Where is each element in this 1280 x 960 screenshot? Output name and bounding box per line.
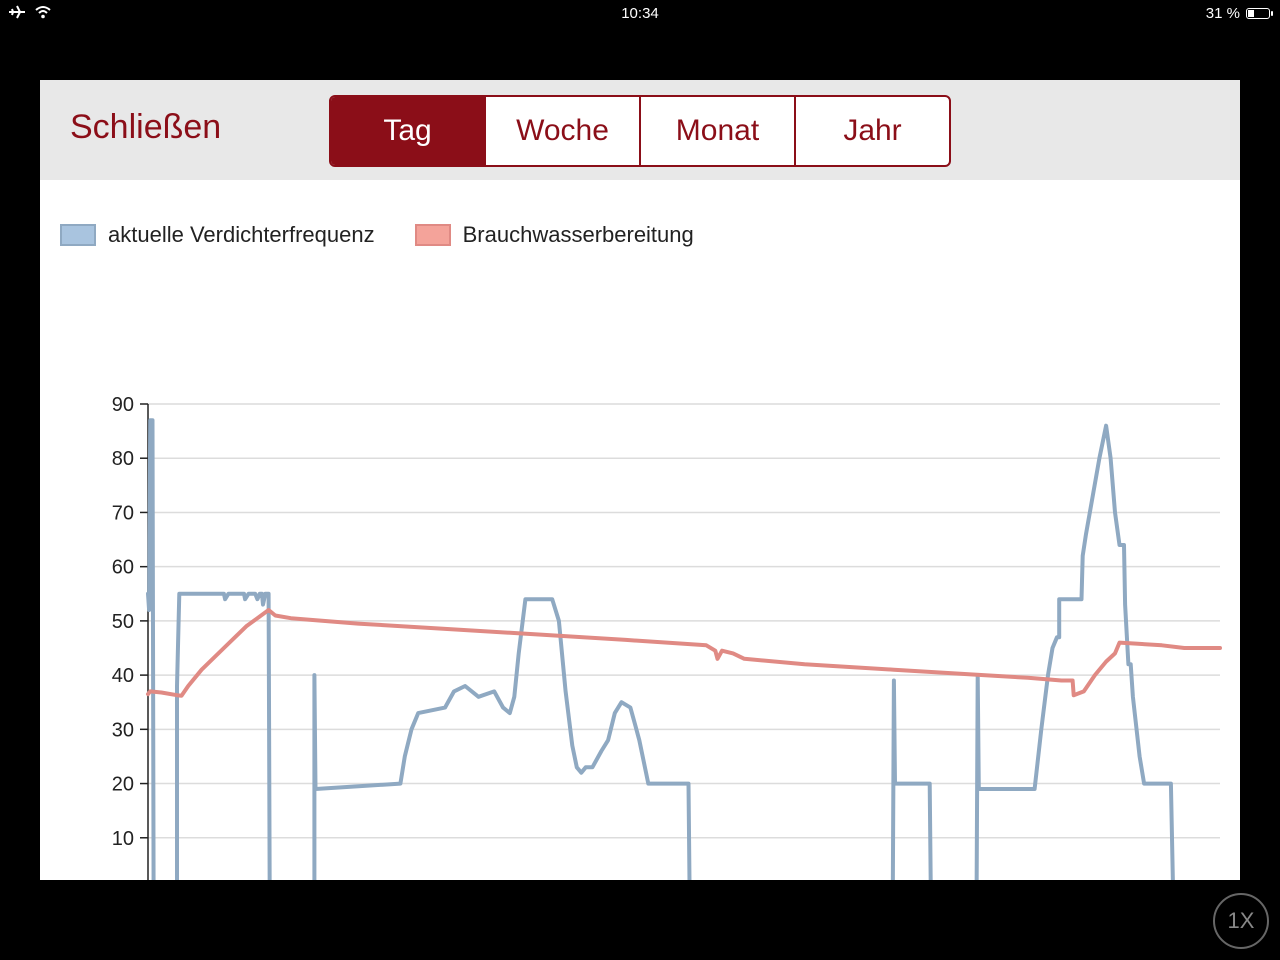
status-right: 31 %: [1205, 5, 1273, 22]
segment-tag[interactable]: Tag: [331, 97, 486, 165]
zoom-badge[interactable]: 1X: [1213, 893, 1269, 949]
y-tick-label: 60: [112, 557, 134, 579]
legend-label: aktuelle Verdichterfrequenz: [108, 222, 375, 247]
legend-item-brauchwasser[interactable]: Brauchwasserbereitung: [414, 222, 694, 248]
chart-panel: Schließen Tag Woche Monat Jahr aktuelle …: [40, 80, 1240, 880]
chart-legend: aktuelle Verdichterfrequenz Brauchwasser…: [60, 222, 694, 248]
battery-fill: [1248, 10, 1254, 17]
y-tick-label: 50: [112, 611, 134, 633]
wifi-icon: [34, 5, 52, 23]
series-line-verdichterfrequenz: [146, 418, 1175, 880]
y-tick-label: 40: [112, 665, 134, 687]
legend-swatch: [60, 224, 96, 246]
y-tick-label: 70: [112, 502, 134, 524]
segment-monat[interactable]: Monat: [641, 97, 796, 165]
series-line-brauchwasser: [146, 608, 1222, 698]
battery-icon: [1246, 8, 1273, 19]
y-tick-label: 10: [112, 828, 134, 850]
status-left: [8, 4, 52, 24]
segment-jahr[interactable]: Jahr: [843, 114, 902, 147]
battery-text: 31 %: [1205, 5, 1240, 22]
toolbar: Schließen Tag Woche Monat Jahr: [40, 80, 1240, 180]
segment-woche[interactable]: Woche: [486, 97, 641, 165]
status-bar: 10:34 31 %: [0, 0, 1280, 28]
close-button[interactable]: Schließen: [70, 108, 222, 146]
y-tick-label: 30: [112, 719, 134, 741]
status-time: 10:34: [621, 5, 659, 22]
legend-item-verdichterfrequenz[interactable]: aktuelle Verdichterfrequenz: [60, 222, 375, 248]
airplane-icon: [8, 4, 26, 24]
line-chart: 010203040506070809012:0016:0020:0000:000…: [112, 394, 1222, 880]
y-tick-label: 80: [112, 448, 134, 470]
period-segmented-control: Tag Woche Monat Jahr: [329, 95, 951, 167]
y-tick-label: 20: [112, 774, 134, 796]
legend-label: Brauchwasserbereitung: [462, 222, 694, 247]
legend-swatch: [414, 224, 451, 246]
y-tick-label: 90: [112, 394, 134, 416]
